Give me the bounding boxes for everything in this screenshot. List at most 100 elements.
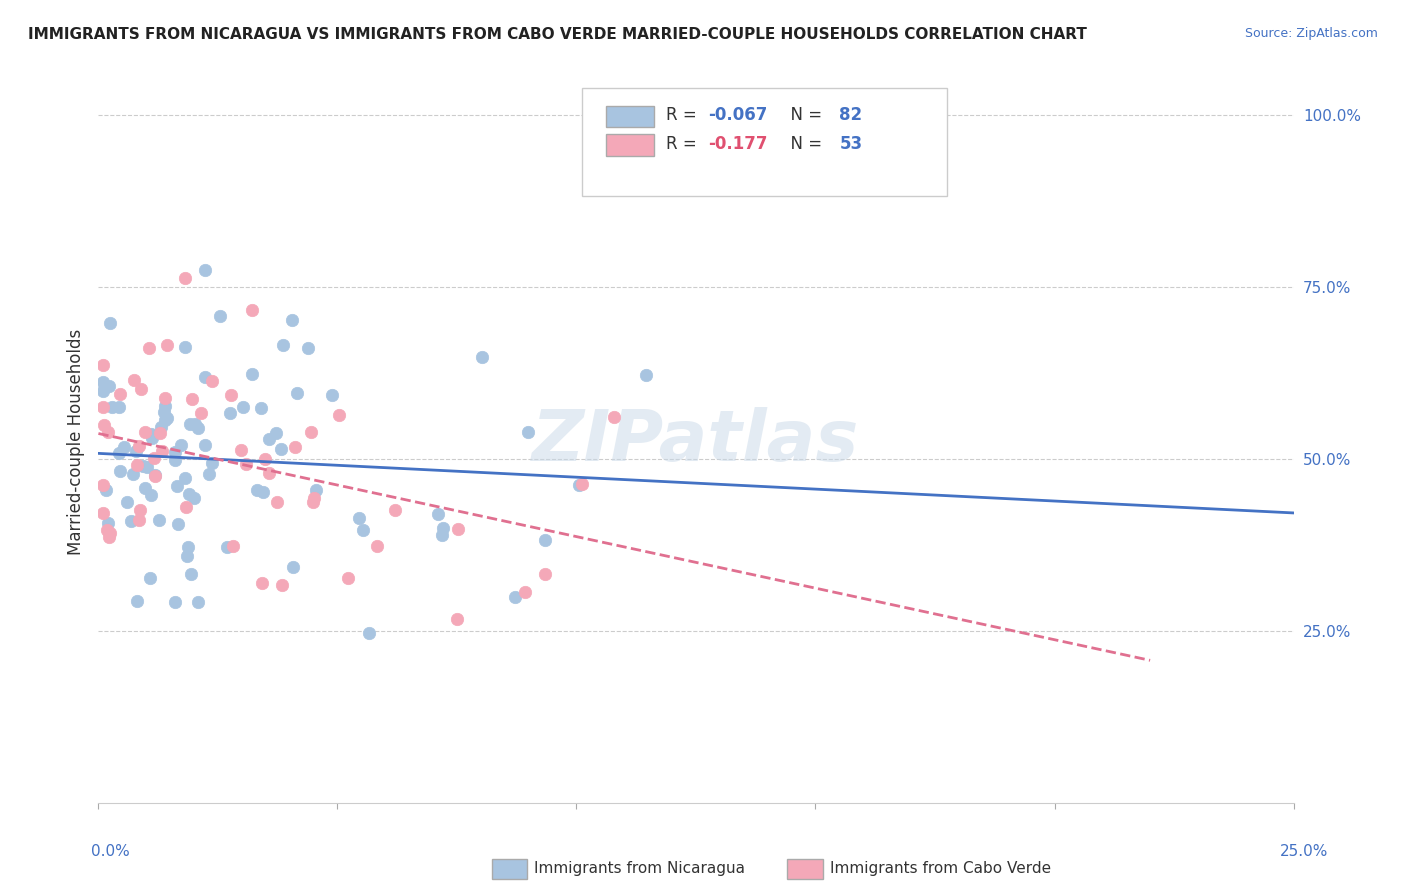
Point <box>219 406 242 420</box>
Point <box>122 373 145 387</box>
Point <box>271 577 294 591</box>
Point <box>250 576 273 591</box>
Point <box>634 368 657 382</box>
Point <box>432 528 454 542</box>
Point <box>193 438 215 452</box>
Point <box>108 387 131 401</box>
Point <box>533 533 555 547</box>
Point <box>181 392 204 406</box>
Point <box>129 503 152 517</box>
Point <box>194 369 217 384</box>
Point <box>281 313 304 327</box>
Point <box>155 391 177 405</box>
Point <box>91 384 114 399</box>
Point <box>235 458 257 472</box>
Point <box>471 350 494 364</box>
Text: 53: 53 <box>839 135 862 153</box>
Point <box>141 431 163 445</box>
Text: Immigrants from Nicaragua: Immigrants from Nicaragua <box>534 862 745 876</box>
Point <box>252 484 274 499</box>
Point <box>120 514 142 528</box>
Point <box>328 408 350 422</box>
Point <box>143 467 166 482</box>
Point <box>302 491 325 506</box>
Point <box>321 387 343 401</box>
Text: N =: N = <box>779 106 827 124</box>
Point <box>91 478 114 492</box>
Point <box>138 571 160 585</box>
Text: Immigrants from Cabo Verde: Immigrants from Cabo Verde <box>830 862 1050 876</box>
Point <box>503 590 526 604</box>
Text: 0.0%: 0.0% <box>91 845 131 859</box>
Point <box>128 513 150 527</box>
Point <box>93 417 115 432</box>
Point <box>108 445 131 459</box>
Text: -0.067: -0.067 <box>709 106 768 124</box>
Point <box>134 425 156 439</box>
Point <box>134 481 156 495</box>
Point <box>129 382 152 396</box>
Point <box>357 626 380 640</box>
Point <box>270 442 292 456</box>
Point <box>221 388 243 402</box>
Point <box>281 560 304 574</box>
Point <box>127 458 149 472</box>
Point <box>142 450 165 465</box>
Point <box>534 567 557 582</box>
Point <box>603 410 626 425</box>
Point <box>179 417 201 431</box>
Point <box>136 459 159 474</box>
Point <box>432 521 454 535</box>
Y-axis label: Married-couple Households: Married-couple Households <box>66 328 84 555</box>
Point <box>232 401 254 415</box>
Point <box>138 341 160 355</box>
Point <box>176 541 198 555</box>
Point <box>112 440 135 454</box>
Point <box>201 374 224 388</box>
Point <box>128 439 150 453</box>
Point <box>150 443 173 458</box>
Point <box>132 459 155 474</box>
Point <box>91 400 114 414</box>
Point <box>97 530 120 544</box>
Point <box>98 379 121 393</box>
Point <box>301 494 323 508</box>
Point <box>447 523 470 537</box>
Point <box>96 523 118 537</box>
Point <box>190 406 212 420</box>
Point <box>176 549 198 564</box>
Point <box>125 594 148 608</box>
Point <box>91 506 114 520</box>
Point <box>253 451 276 466</box>
Point <box>515 585 537 599</box>
Point <box>98 317 121 331</box>
Point <box>266 494 288 508</box>
Point <box>166 479 188 493</box>
Point <box>156 338 179 352</box>
Point <box>174 500 197 514</box>
Point <box>264 426 287 441</box>
Point <box>217 541 239 555</box>
Point <box>155 413 177 427</box>
Point <box>250 401 273 415</box>
Point <box>568 478 591 492</box>
Point <box>246 483 269 497</box>
Text: N =: N = <box>779 135 827 153</box>
Point <box>222 539 245 553</box>
Point <box>156 411 179 425</box>
Point <box>165 594 187 608</box>
Point <box>101 400 124 414</box>
Point <box>125 443 148 458</box>
Text: 25.0%: 25.0% <box>1281 845 1329 859</box>
Point <box>163 444 186 458</box>
Text: -0.177: -0.177 <box>709 135 768 153</box>
Point <box>165 452 187 467</box>
Point <box>96 483 118 497</box>
Point <box>198 467 221 482</box>
Point <box>91 375 114 389</box>
Point <box>115 495 138 509</box>
Point <box>446 612 468 626</box>
Point <box>148 513 170 527</box>
Text: R =: R = <box>666 135 702 153</box>
Point <box>284 440 307 454</box>
